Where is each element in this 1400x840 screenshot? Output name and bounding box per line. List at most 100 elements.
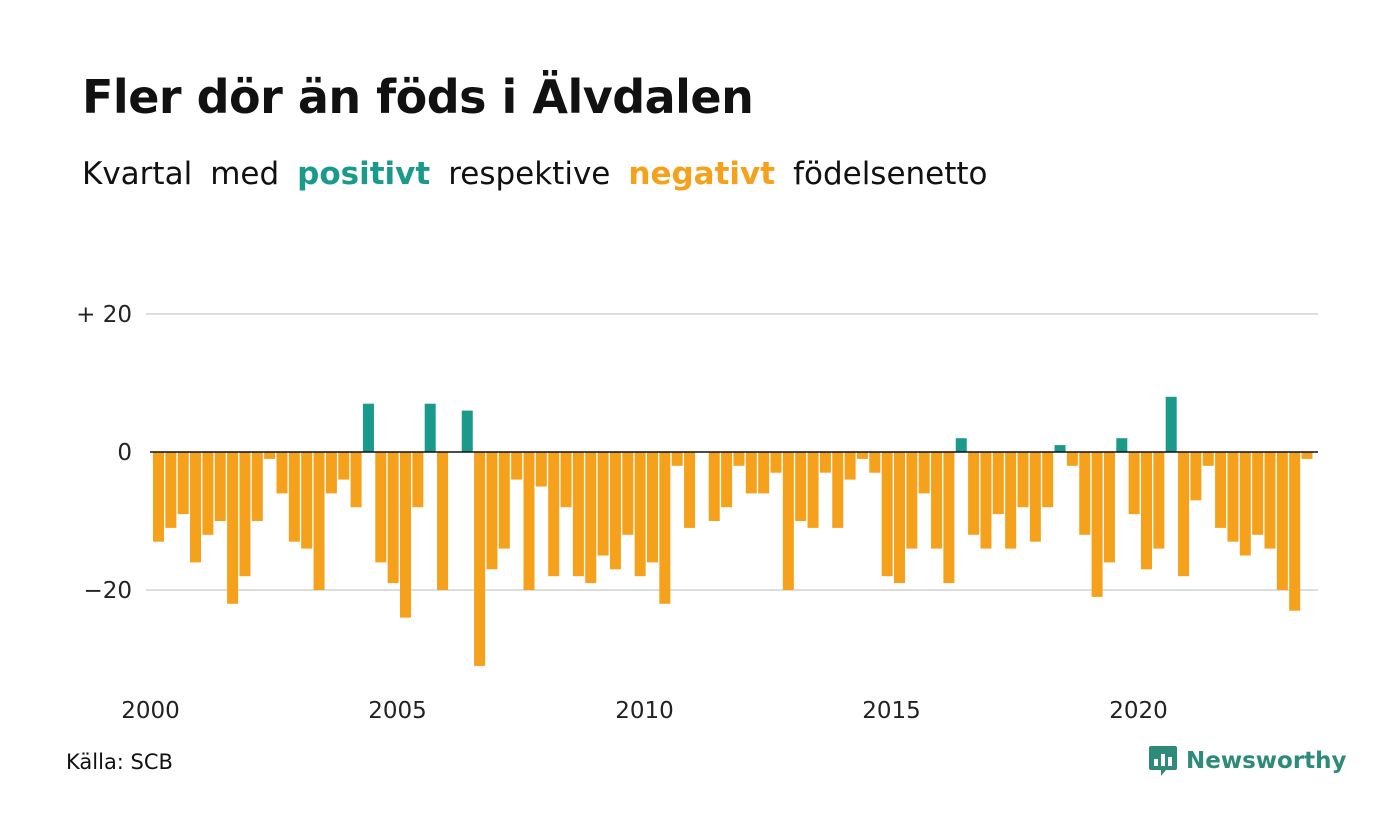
bar-43 — [684, 452, 696, 528]
bar-14 — [325, 452, 337, 494]
y-tick-label-1: 0 — [117, 440, 132, 466]
subtitle-word-med: med — [210, 156, 280, 192]
subtitle-positive-legend: positivt — [297, 156, 431, 192]
bar-16 — [350, 452, 362, 508]
y-tick-label-0: + 20 — [76, 302, 132, 328]
brand-logo[interactable]: Newsworthy — [1148, 744, 1347, 778]
bar-81 — [1153, 452, 1165, 549]
bar-90 — [1264, 452, 1276, 549]
bar-23 — [437, 452, 449, 590]
bar-15 — [338, 452, 350, 480]
bar-31 — [535, 452, 547, 487]
bar-49 — [758, 452, 770, 494]
bar-50 — [770, 452, 782, 473]
bar-32 — [548, 452, 560, 577]
bar-21 — [412, 452, 424, 508]
bar-63 — [931, 452, 943, 549]
bar-36 — [597, 452, 609, 556]
bar-6 — [227, 452, 239, 604]
bar-27 — [486, 452, 498, 570]
x-tick-label-2: 2010 — [615, 698, 674, 724]
bar-85 — [1202, 452, 1214, 466]
bar-62 — [918, 452, 930, 494]
bar-38 — [622, 452, 634, 535]
bar-87 — [1227, 452, 1239, 542]
bar-83 — [1178, 452, 1190, 577]
bar-29 — [511, 452, 523, 480]
bar-64 — [943, 452, 955, 584]
bar-73 — [1054, 445, 1066, 452]
y-tick-label-2: −20 — [83, 578, 132, 604]
bar-7 — [239, 452, 251, 577]
bar-55 — [832, 452, 844, 528]
chart-title: Fler dör än föds i Älvdalen — [82, 70, 754, 124]
bar-1 — [165, 452, 177, 528]
bar-82 — [1165, 396, 1177, 452]
bar-76 — [1091, 452, 1103, 597]
bar-89 — [1252, 452, 1264, 535]
bar-61 — [906, 452, 918, 549]
bar-17 — [362, 403, 374, 452]
bar-chart: + 20 0 −20 2000 2005 2010 2015 2020 — [76, 302, 1318, 724]
bar-68 — [992, 452, 1004, 515]
bar-20 — [400, 452, 411, 618]
bar-9 — [264, 452, 276, 459]
subtitle-word-respektive: respektive — [448, 156, 611, 192]
bar-74 — [1066, 452, 1078, 466]
bars — [153, 396, 1313, 666]
bar-35 — [585, 452, 597, 584]
bar-5 — [214, 452, 226, 521]
bar-79 — [1128, 452, 1140, 515]
newsworthy-logo-icon — [1149, 746, 1177, 776]
bar-48 — [745, 452, 757, 494]
x-tick-label-3: 2015 — [862, 698, 921, 724]
bar-39 — [634, 452, 646, 577]
bar-46 — [721, 452, 733, 508]
bar-78 — [1116, 438, 1128, 452]
bar-2 — [177, 452, 189, 515]
bar-42 — [671, 452, 683, 466]
x-tick-label-1: 2005 — [368, 698, 427, 724]
bar-88 — [1239, 452, 1251, 556]
bar-92 — [1289, 452, 1301, 611]
bar-80 — [1141, 452, 1152, 570]
bar-66 — [968, 452, 980, 535]
x-tick-label-0: 2000 — [121, 698, 180, 724]
bar-33 — [560, 452, 572, 508]
bar-45 — [708, 452, 720, 521]
bar-47 — [733, 452, 745, 466]
bar-41 — [659, 452, 671, 604]
bar-58 — [869, 452, 881, 473]
bar-75 — [1079, 452, 1091, 535]
bar-3 — [190, 452, 202, 563]
bar-53 — [807, 452, 819, 528]
bar-13 — [313, 452, 325, 590]
bar-77 — [1103, 452, 1115, 563]
x-tick-label-4: 2020 — [1109, 698, 1168, 724]
bar-26 — [474, 452, 486, 666]
bar-51 — [782, 452, 794, 590]
bar-57 — [856, 452, 868, 459]
subtitle-word-kvartal: Kvartal — [82, 156, 193, 192]
bar-60 — [894, 452, 905, 584]
bar-8 — [251, 452, 263, 521]
bar-34 — [572, 452, 584, 577]
grid-lines — [146, 313, 1318, 591]
bar-65 — [955, 438, 967, 452]
bar-18 — [375, 452, 387, 563]
bar-25 — [461, 410, 473, 452]
bar-40 — [647, 452, 658, 563]
bar-28 — [498, 452, 510, 549]
bar-69 — [1005, 452, 1017, 549]
bar-30 — [523, 452, 535, 590]
bar-10 — [276, 452, 288, 494]
bar-70 — [1017, 452, 1029, 508]
x-axis-labels: 2000 2005 2010 2015 2020 — [121, 698, 1168, 724]
bar-56 — [844, 452, 856, 480]
bar-11 — [288, 452, 300, 542]
bar-72 — [1042, 452, 1054, 508]
bar-22 — [424, 403, 436, 452]
bar-37 — [609, 452, 621, 570]
bar-84 — [1190, 452, 1202, 501]
chart-subtitle: Kvartal med positivt respektive negativt föde… — [82, 156, 1006, 192]
